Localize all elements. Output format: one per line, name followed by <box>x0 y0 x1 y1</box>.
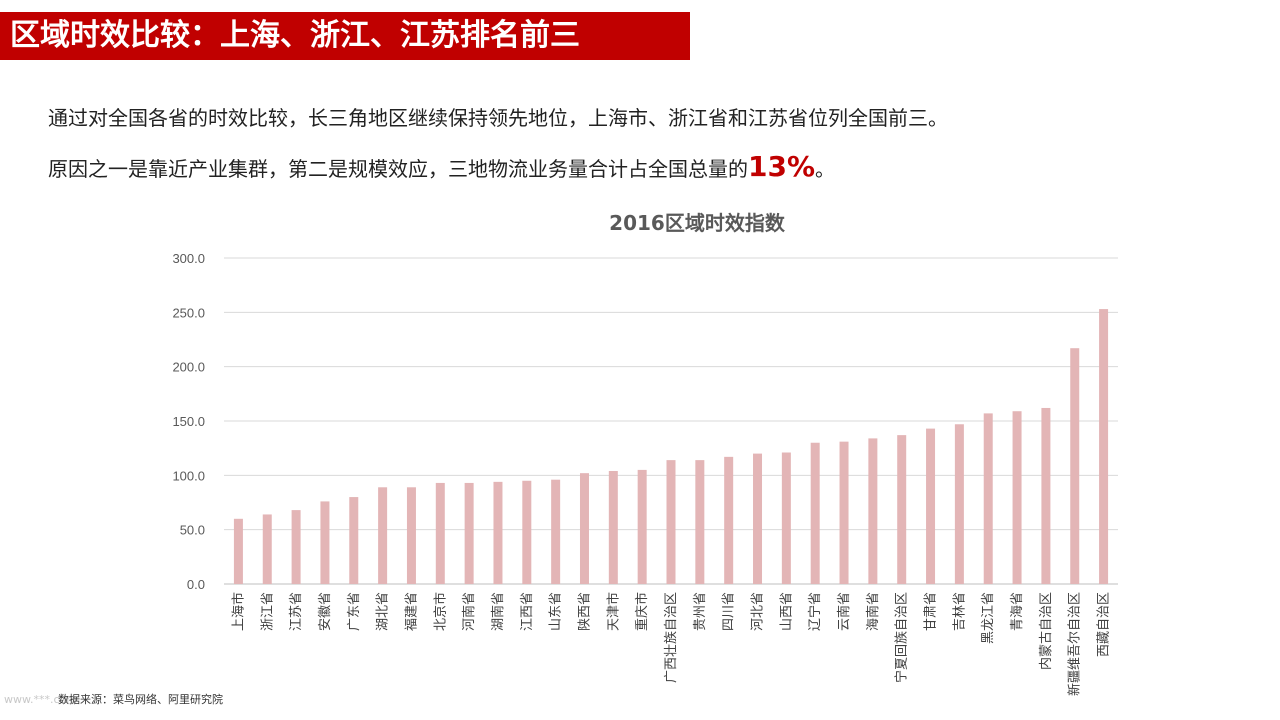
x-tick-label: 广东省 <box>347 592 362 631</box>
y-tick-label: 200.0 <box>172 360 205 375</box>
bar <box>551 479 561 584</box>
x-tick-label: 安徽省 <box>318 592 333 631</box>
bar <box>1070 348 1080 584</box>
bar <box>1012 411 1022 584</box>
watermark: www.***.com <box>4 693 77 706</box>
highlight-percentage: 13% <box>748 150 816 183</box>
bar <box>926 428 936 584</box>
x-tick-label: 湖北省 <box>376 592 391 631</box>
bar <box>1099 309 1109 584</box>
bar <box>897 435 907 584</box>
x-tick-label: 浙江省 <box>260 592 275 631</box>
x-tick-label: 河北省 <box>751 592 766 631</box>
x-tick-label: 山西省 <box>779 592 794 631</box>
y-tick-label: 300.0 <box>172 251 205 266</box>
x-tick-label: 四川省 <box>722 592 737 631</box>
x-tick-label: 辽宁省 <box>807 592 823 631</box>
x-tick-label: 重庆市 <box>634 592 650 631</box>
bar <box>724 456 734 584</box>
bar <box>522 480 532 584</box>
x-tick-label: 福建省 <box>404 592 419 631</box>
bar <box>753 453 763 584</box>
summary-line-2-end: 。 <box>815 157 836 181</box>
x-tick-label: 吉林省 <box>952 592 967 631</box>
bar <box>810 442 820 584</box>
x-tick-label: 北京市 <box>432 592 448 631</box>
x-tick-label: 江西省 <box>520 592 535 631</box>
summary-line-2-text: 原因之一是靠近产业集群，第二是规模效应，三地物流业务量合计占全国总量的 <box>48 157 748 181</box>
x-tick-label: 上海市 <box>230 592 246 631</box>
summary-line-2: 原因之一是靠近产业集群，第二是规模效应，三地物流业务量合计占全国总量的13%。 <box>48 150 835 183</box>
bar <box>839 441 849 584</box>
y-tick-label: 250.0 <box>172 305 205 320</box>
bar <box>320 501 330 584</box>
y-tick-label: 150.0 <box>172 414 205 429</box>
x-tick-label: 湖南省 <box>490 592 506 631</box>
x-tick-label: 宁夏回族自治区 <box>894 592 910 683</box>
x-tick-label: 山东省 <box>549 592 564 631</box>
bar <box>378 487 388 584</box>
bar <box>666 460 676 584</box>
bar <box>349 497 359 584</box>
chart-title: 2016区域时效指数 <box>609 211 786 235</box>
x-tick-label: 黑龙江省 <box>981 592 996 644</box>
x-tick-label: 江苏省 <box>288 592 304 631</box>
x-tick-label: 贵州省 <box>693 592 708 631</box>
bar <box>435 482 445 584</box>
bar <box>291 510 301 584</box>
bar <box>1041 407 1051 584</box>
x-tick-label: 天津市 <box>605 592 621 631</box>
bar <box>262 514 272 584</box>
x-tick-label: 内蒙古自治区 <box>1038 592 1054 670</box>
bar <box>983 413 993 584</box>
summary-line-1: 通过对全国各省的时效比较，长三角地区继续保持领先地位，上海市、浙江省和江苏省位列… <box>48 106 948 130</box>
bar <box>954 424 964 584</box>
bar <box>406 487 416 584</box>
bar <box>637 469 647 584</box>
x-tick-label: 海南省 <box>865 592 881 631</box>
bar <box>233 518 243 584</box>
y-tick-label: 50.0 <box>180 523 205 538</box>
bar <box>695 460 705 584</box>
bar <box>781 452 791 584</box>
x-tick-label: 河南省 <box>461 592 477 631</box>
y-tick-label: 0.0 <box>187 577 205 592</box>
bar <box>868 438 878 584</box>
x-tick-label: 云南省 <box>836 592 852 631</box>
x-tick-label: 陕西省 <box>577 592 592 631</box>
bar <box>464 482 474 584</box>
bar <box>608 470 618 584</box>
x-tick-label: 青海省 <box>1010 592 1025 631</box>
data-source-note: 数据来源：菜鸟网络、阿里研究院 <box>58 693 223 706</box>
x-tick-label: 甘肃省 <box>924 592 939 631</box>
x-tick-label: 新疆维吾尔自治区 <box>1067 592 1083 696</box>
bar <box>579 473 589 584</box>
bar <box>493 481 503 584</box>
x-tick-label: 广西壮族自治区 <box>663 592 679 683</box>
page-title: 区域时效比较：上海、浙江、江苏排名前三 <box>10 18 580 53</box>
title-banner: 区域时效比较：上海、浙江、江苏排名前三 <box>0 12 690 60</box>
y-tick-label: 100.0 <box>172 468 205 483</box>
x-tick-label: 西藏自治区 <box>1097 592 1112 657</box>
